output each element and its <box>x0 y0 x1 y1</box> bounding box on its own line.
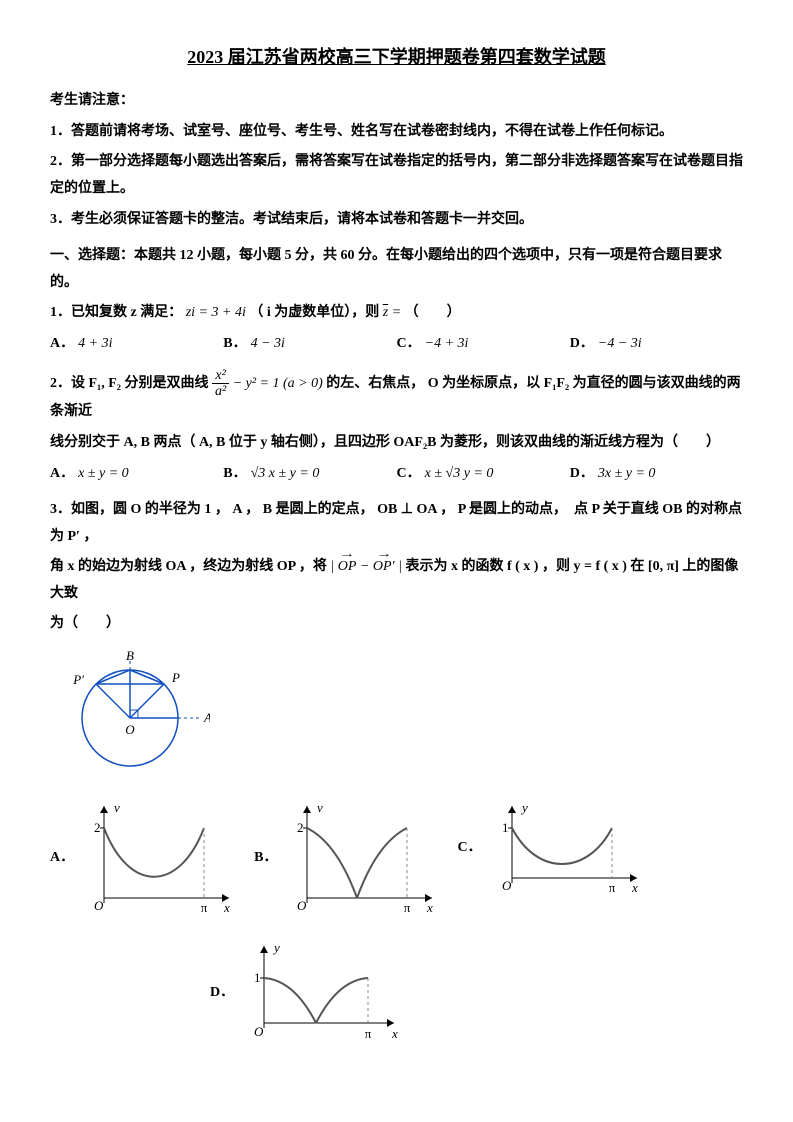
plot-a-ylabel: v <box>114 800 120 815</box>
notice-3: 3．考生必须保证答题卡的整洁。考试结束后，请将本试卷和答题卡一并交回。 <box>50 207 743 234</box>
question-3-line1: 3．如图，圆 O 的半径为 1 ， A ， B 是圆上的定点， OB ⊥ OA … <box>50 497 743 550</box>
q1-text-a: 1．已知复数 z 满足： <box>50 305 182 320</box>
plot-c-ylabel: y <box>520 800 528 815</box>
q3-options-row1: A． v x 2 O π B． v x 2 <box>50 798 743 918</box>
q2-opt-b-val: √3 x ± y = 0 <box>251 466 320 481</box>
q1-option-d: D．−4 − 3i <box>570 331 743 358</box>
plot-d-ymax: 1 <box>254 970 261 985</box>
notice-header: 考生请注意： <box>50 88 743 115</box>
q2-opt-c-val: x ± √3 y = 0 <box>425 466 494 481</box>
q2-opt-d-val: 3x ± y = 0 <box>598 466 656 481</box>
q2-option-a: A．x ± y = 0 <box>50 461 223 488</box>
q2-frac-num: x² <box>212 368 229 384</box>
notice-2: 2．第一部分选择题每小题选出答案后，需将答案写在试卷指定的括号内，第二部分非选择… <box>50 149 743 202</box>
q2-opt-a-val: x ± y = 0 <box>78 466 129 481</box>
plot-c-ymax: 1 <box>502 820 509 835</box>
q1-options: A．4 + 3i B．4 − 3i C．−4 + 3i D．−4 − 3i <box>50 331 743 358</box>
section-1-header: 一、选择题：本题共 12 小题，每小题 5 分，共 60 分。在每小题给出的四个… <box>50 243 743 296</box>
svg-text:O: O <box>297 898 307 913</box>
plot-a-ymax: 2 <box>94 820 101 835</box>
circle-label-pprime: P′ <box>72 672 84 687</box>
plot-b-xmax: π <box>404 900 411 915</box>
page-title: 2023 届江苏省两校高三下学期押题卷第四套数学试题 <box>50 40 743 74</box>
q1-opt-b-val: 4 − 3i <box>251 336 285 351</box>
q1-zbar: z = <box>383 305 405 320</box>
q1-formula: zi = 3 + 4i <box>186 305 246 320</box>
svg-text:O: O <box>94 898 104 913</box>
q1-option-c: C．−4 + 3i <box>397 331 570 358</box>
question-2-line1: 2．设 F₁, F₂ 分别是双曲线 x² a² − y² = 1 (a > 0)… <box>50 368 743 426</box>
q3-option-b: B． v x 2 O π <box>254 798 437 918</box>
question-2-line2: 线分别交于 A, B 两点（ A, B 位于 y 轴右侧），且四边形 OAF₂B… <box>50 430 743 457</box>
q1-opt-a-val: 4 + 3i <box>78 336 112 351</box>
circle-label-b: B <box>126 648 134 663</box>
plot-c-xlabel: x <box>631 880 638 895</box>
q2-frac-den: a² <box>212 384 229 399</box>
question-1: 1．已知复数 z 满足： zi = 3 + 4i （ i 为虚数单位），则 z … <box>50 300 743 327</box>
q2-option-c: C．x ± √3 y = 0 <box>397 461 570 488</box>
plot-d-xlabel: x <box>391 1026 398 1041</box>
plot-d-svg: y x 1 O π <box>244 938 404 1048</box>
circle-label-p: P <box>171 670 180 685</box>
plot-b-svg: v x 2 O π <box>287 798 437 918</box>
plot-d-ylabel: y <box>272 940 280 955</box>
plot-a-xmax: π <box>201 900 208 915</box>
plot-b-ylabel: v <box>317 800 323 815</box>
q1-option-a: A．4 + 3i <box>50 331 223 358</box>
q2-fraction: x² a² <box>212 368 229 400</box>
notice-1: 1．答题前请将考场、试室号、座位号、考生号、姓名写在试卷密封线内，不得在试卷上作… <box>50 119 743 146</box>
q3-opt-a-label: A． <box>50 845 74 872</box>
svg-text:O: O <box>502 878 512 893</box>
q1-opt-c-val: −4 + 3i <box>425 336 469 351</box>
question-3-line2: 角 x 的始边为射线 OA ，终边为射线 OP ，将 | OP − OP′ | … <box>50 554 743 607</box>
circle-label-o: O <box>125 722 135 737</box>
question-3-line3: 为（ ） <box>50 611 743 638</box>
q2-options: A．x ± y = 0 B．√3 x ± y = 0 C．x ± √3 y = … <box>50 461 743 488</box>
q3-option-d: D． y x 1 O π <box>210 938 404 1048</box>
plot-b-xlabel: x <box>426 900 433 915</box>
plot-a-svg: v x 2 O π <box>84 798 234 918</box>
svg-text:O: O <box>254 1024 264 1039</box>
q1-text-c: （ ） <box>405 305 461 320</box>
q2-option-d: D．3x ± y = 0 <box>570 461 743 488</box>
plot-c-svg: y x 1 O π <box>492 798 642 898</box>
q2-formula-rest: − y² = 1 (a > 0) <box>229 376 323 391</box>
plot-c-xmax: π <box>608 880 615 895</box>
q3-option-a: A． v x 2 O π <box>50 798 234 918</box>
plot-a-xlabel: x <box>223 900 230 915</box>
q3-text-b: 角 x 的始边为射线 OA ，终边为射线 OP ，将 <box>50 559 330 574</box>
q3-options-row2: D． y x 1 O π <box>210 938 743 1048</box>
plot-d-xmax: π <box>365 1026 372 1041</box>
q1-opt-d-val: −4 − 3i <box>598 336 642 351</box>
q1-option-b: B．4 − 3i <box>223 331 396 358</box>
q3-opt-d-label: D． <box>210 980 234 1007</box>
q2-text-a: 2．设 F₁, F₂ 分别是双曲线 <box>50 376 209 391</box>
q3-opt-b-label: B． <box>254 845 277 872</box>
q3-circle-figure: B P′ P O A <box>60 648 743 778</box>
q3-vector-expr: | OP − OP′ | <box>330 559 402 574</box>
q2-option-b: B．√3 x ± y = 0 <box>223 461 396 488</box>
circle-diagram-svg: B P′ P O A <box>60 648 210 778</box>
plot-b-ymax: 2 <box>297 820 304 835</box>
q3-option-c: C． y x 1 O π <box>457 798 641 898</box>
q1-text-b: （ i 为虚数单位），则 <box>249 305 379 320</box>
q3-opt-c-label: C． <box>457 835 481 862</box>
circle-label-a: A <box>203 710 210 725</box>
